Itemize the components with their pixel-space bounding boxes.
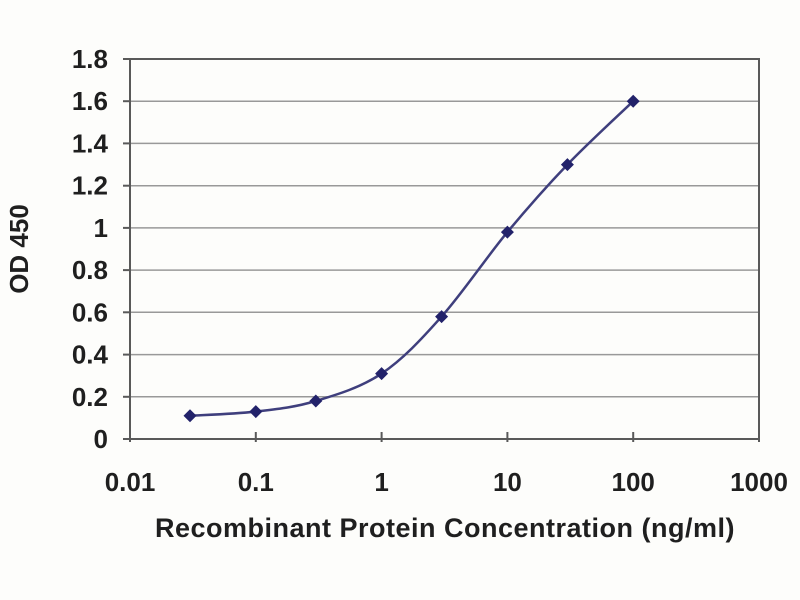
x-tick-label: 1 <box>374 467 388 497</box>
y-tick-label: 0 <box>94 424 108 454</box>
data-series <box>183 94 640 423</box>
y-tick-label: 1.4 <box>72 128 109 158</box>
y-tick-label: 1.8 <box>72 44 108 74</box>
x-tick-label: 0.1 <box>238 467 274 497</box>
y-tick-label: 1 <box>94 213 108 243</box>
axis-tick-labels: 0 0.2 0.4 0.6 0.8 1 1.2 1.4 1.6 1.8 0.01 0.1 1 10 100 1… <box>72 44 788 497</box>
y-tick-label: 1.6 <box>72 86 108 116</box>
plot-area <box>130 59 759 439</box>
y-tick-label: 0.4 <box>72 340 109 370</box>
data-point-marker <box>560 158 574 172</box>
x-tick-label: 100 <box>612 467 655 497</box>
data-point-marker <box>375 367 389 381</box>
data-point-marker <box>500 225 514 239</box>
plot-border <box>129 58 760 440</box>
data-point-marker <box>309 394 323 408</box>
data-point-marker <box>249 405 263 419</box>
x-tick-label: 0.01 <box>105 467 156 497</box>
x-axis-title: Recombinant Protein Concentration (ng/ml… <box>155 513 735 543</box>
y-axis-title: OD 450 <box>4 204 34 294</box>
x-tick-label: 10 <box>493 467 522 497</box>
y-tick-label: 0.2 <box>72 382 108 412</box>
y-tick-label: 0.6 <box>72 297 108 327</box>
x-tick-label: 1000 <box>730 467 788 497</box>
data-point-marker <box>435 310 449 324</box>
data-point-marker <box>626 94 640 108</box>
data-point-marker <box>183 409 197 423</box>
y-tick-label: 0.8 <box>72 255 108 285</box>
y-tick-label: 1.2 <box>72 171 108 201</box>
